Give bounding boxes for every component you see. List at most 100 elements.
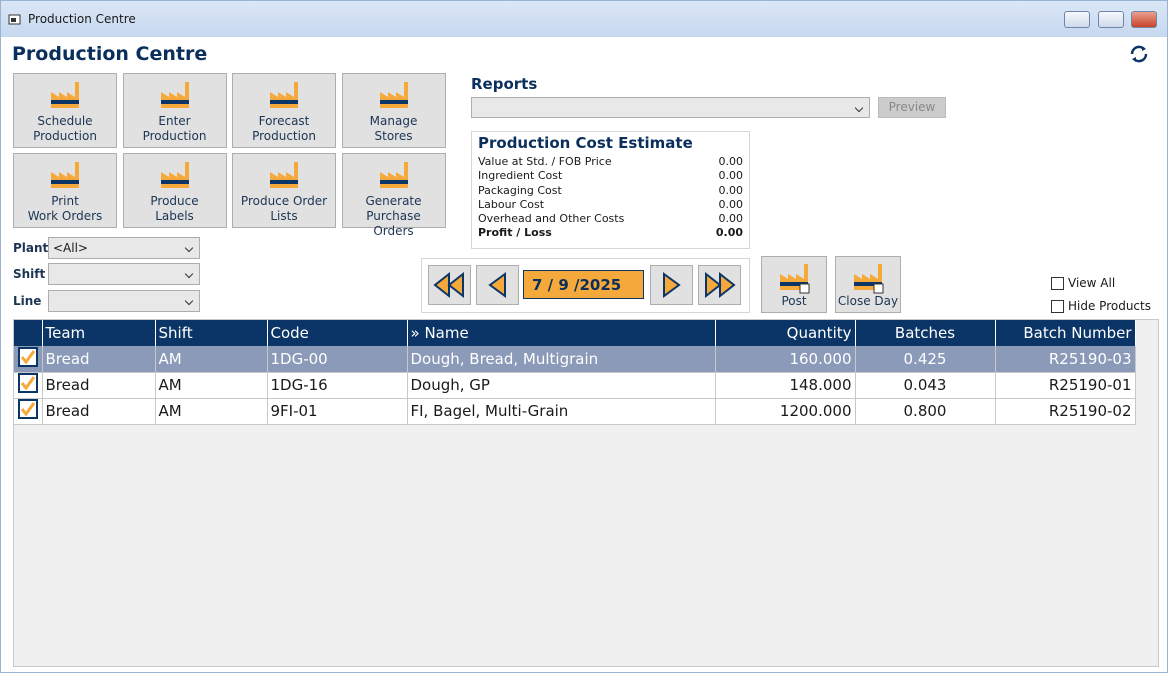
tile-label: Production	[142, 129, 207, 143]
cost-label: Profit / Loss	[478, 226, 552, 240]
tile-button[interactable]: Forecast Production	[232, 73, 336, 148]
table-cell: AM	[155, 372, 268, 399]
row-checkbox[interactable]	[17, 373, 38, 393]
column-header[interactable]: Team	[42, 320, 156, 346]
tile-label: Generate Purchase	[365, 194, 422, 223]
column-header[interactable]: Batches	[855, 320, 996, 346]
table-cell: 1DG-16	[267, 372, 408, 399]
post-label: Post	[781, 294, 807, 308]
cost-value: 0.00	[718, 183, 744, 197]
close-day-label: Close Day	[837, 294, 899, 308]
close-button[interactable]	[1131, 11, 1157, 28]
cost-label: Packaging Cost	[478, 183, 562, 197]
first-button[interactable]	[428, 265, 471, 305]
date-picker[interactable]: 7 / 9 /2025	[523, 270, 644, 299]
shift-combo[interactable]	[48, 263, 200, 285]
header-row: Team Shift Code» Name Quantity Batches Batch …	[14, 320, 1136, 346]
tile-button[interactable]: Manage Stores	[341, 73, 446, 148]
view-all-label: View All	[1068, 276, 1116, 290]
window-title: Production Centre	[28, 12, 136, 26]
tile-label: Orders	[373, 224, 414, 238]
header-cell	[14, 320, 43, 346]
app-icon	[8, 14, 21, 25]
tile-button[interactable]: Schedule Production	[13, 73, 117, 148]
cost-label: Overhead and Other Costs	[478, 212, 625, 226]
cost-value: 0.00	[718, 212, 744, 226]
line-combo[interactable]	[48, 290, 200, 312]
production-table: Team Shift Code» Name Quantity Batches Batch …	[14, 320, 1136, 425]
line-label: Line	[13, 294, 42, 308]
table-cell: AM	[155, 398, 268, 425]
shift-label: Shift	[13, 267, 46, 281]
tile-button[interactable]: Produce Labels	[122, 153, 227, 228]
cost-value: 0.00	[718, 169, 744, 183]
cost-value: 0.00	[718, 155, 744, 168]
table-row[interactable]: Bread AM 1DG-00 Dough, Bread, Multigrain 160…	[14, 346, 1136, 373]
tile-button[interactable]: Print Work Orders	[13, 153, 117, 228]
plant-label: Plant	[13, 241, 49, 255]
table-cell: 148.000	[715, 372, 856, 399]
table-cell: Bread	[42, 398, 156, 425]
column-header[interactable]: Code	[267, 320, 408, 346]
reports-combo[interactable]	[471, 97, 870, 118]
tile-label: Schedule	[37, 114, 93, 128]
plant-combo[interactable]: <All>	[48, 237, 200, 259]
tile-icon	[160, 82, 189, 108]
maximize-button[interactable]	[1098, 11, 1124, 28]
row-checkbox[interactable]	[17, 346, 38, 367]
refresh-button[interactable]	[1128, 43, 1150, 65]
view-all-checkbox[interactable]: View All	[1051, 276, 1115, 290]
column-header[interactable]: Quantity	[715, 320, 856, 346]
tile-label: Work Orders	[27, 209, 103, 223]
previous-button[interactable]	[476, 265, 519, 305]
page-title: Production Centre	[12, 43, 208, 65]
preview-button[interactable]: Preview	[878, 97, 946, 118]
cost-estimate: Production Cost Estimate Value at Std. /…	[471, 131, 750, 249]
tile-label: Manage	[369, 114, 418, 128]
tile-label: Print	[51, 194, 79, 208]
cost-label: Value at Std. / FOB Price	[478, 155, 612, 168]
tile-label: Produce	[150, 194, 199, 208]
table-cell: FI, Bagel, Multi-Grain	[407, 398, 716, 425]
cost-value: 0.00	[718, 197, 744, 211]
table-cell: R25190-02	[995, 398, 1136, 425]
date-navigator	[421, 258, 750, 313]
column-header[interactable]: » Name	[407, 320, 716, 346]
table-cell: R25190-03	[995, 346, 1136, 373]
title-bar: Production Centre	[1, 1, 1167, 37]
production-grid: Team Shift Code» Name Quantity Batches Batch …	[13, 319, 1159, 667]
tile-icon	[160, 162, 189, 188]
tile-button[interactable]: Generate Purchase Orders	[341, 153, 446, 238]
minimize-button[interactable]	[1064, 11, 1090, 28]
table-cell: 0.043	[855, 372, 996, 399]
table-cell: 1200.000	[715, 398, 856, 425]
tile-label: Production	[252, 129, 316, 143]
tile-icon	[51, 82, 79, 108]
table-cell: AM	[155, 346, 268, 373]
next-button[interactable]	[650, 265, 693, 305]
table-body: Bread AM 1DG-00 Dough, Bread, Multigrain 160…	[14, 346, 1136, 425]
post-button[interactable]: Post	[761, 256, 827, 313]
table-cell: 0.425	[855, 346, 996, 373]
cost-row: Packaging Cost 0.00	[478, 184, 743, 198]
table-row[interactable]: Bread AM 1DG-16 Dough, GP 148.000 0.043 R25190…	[14, 372, 1136, 399]
cost-rows: Value at Std. / FOB Price 0.00 Ingredient …	[478, 155, 743, 241]
reports-label: Reports	[471, 75, 538, 93]
tile-button[interactable]: Enter Production	[122, 73, 227, 148]
tile-button[interactable]: Produce Order Lists	[232, 153, 336, 228]
table-row[interactable]: Bread AM 9FI-01 FI, Bagel, Multi-Grain 1200.…	[14, 398, 1136, 425]
column-header[interactable]: Batch Number	[995, 320, 1136, 346]
check-cell	[14, 398, 43, 425]
row-checkbox[interactable]	[17, 399, 38, 419]
hide-products-checkbox[interactable]: Hide Products	[1051, 299, 1151, 313]
tile-label: Enter	[158, 114, 191, 128]
tile-icon	[270, 162, 298, 188]
last-button[interactable]	[698, 265, 741, 305]
cost-title: Production Cost Estimate	[478, 134, 693, 152]
cost-row: Profit / Loss 0.00	[478, 226, 743, 240]
hide-products-label: Hide Products	[1068, 299, 1151, 313]
column-header[interactable]: Shift	[155, 320, 268, 346]
close-day-button[interactable]: Close Day	[835, 256, 901, 313]
table-cell: Bread	[42, 372, 156, 399]
